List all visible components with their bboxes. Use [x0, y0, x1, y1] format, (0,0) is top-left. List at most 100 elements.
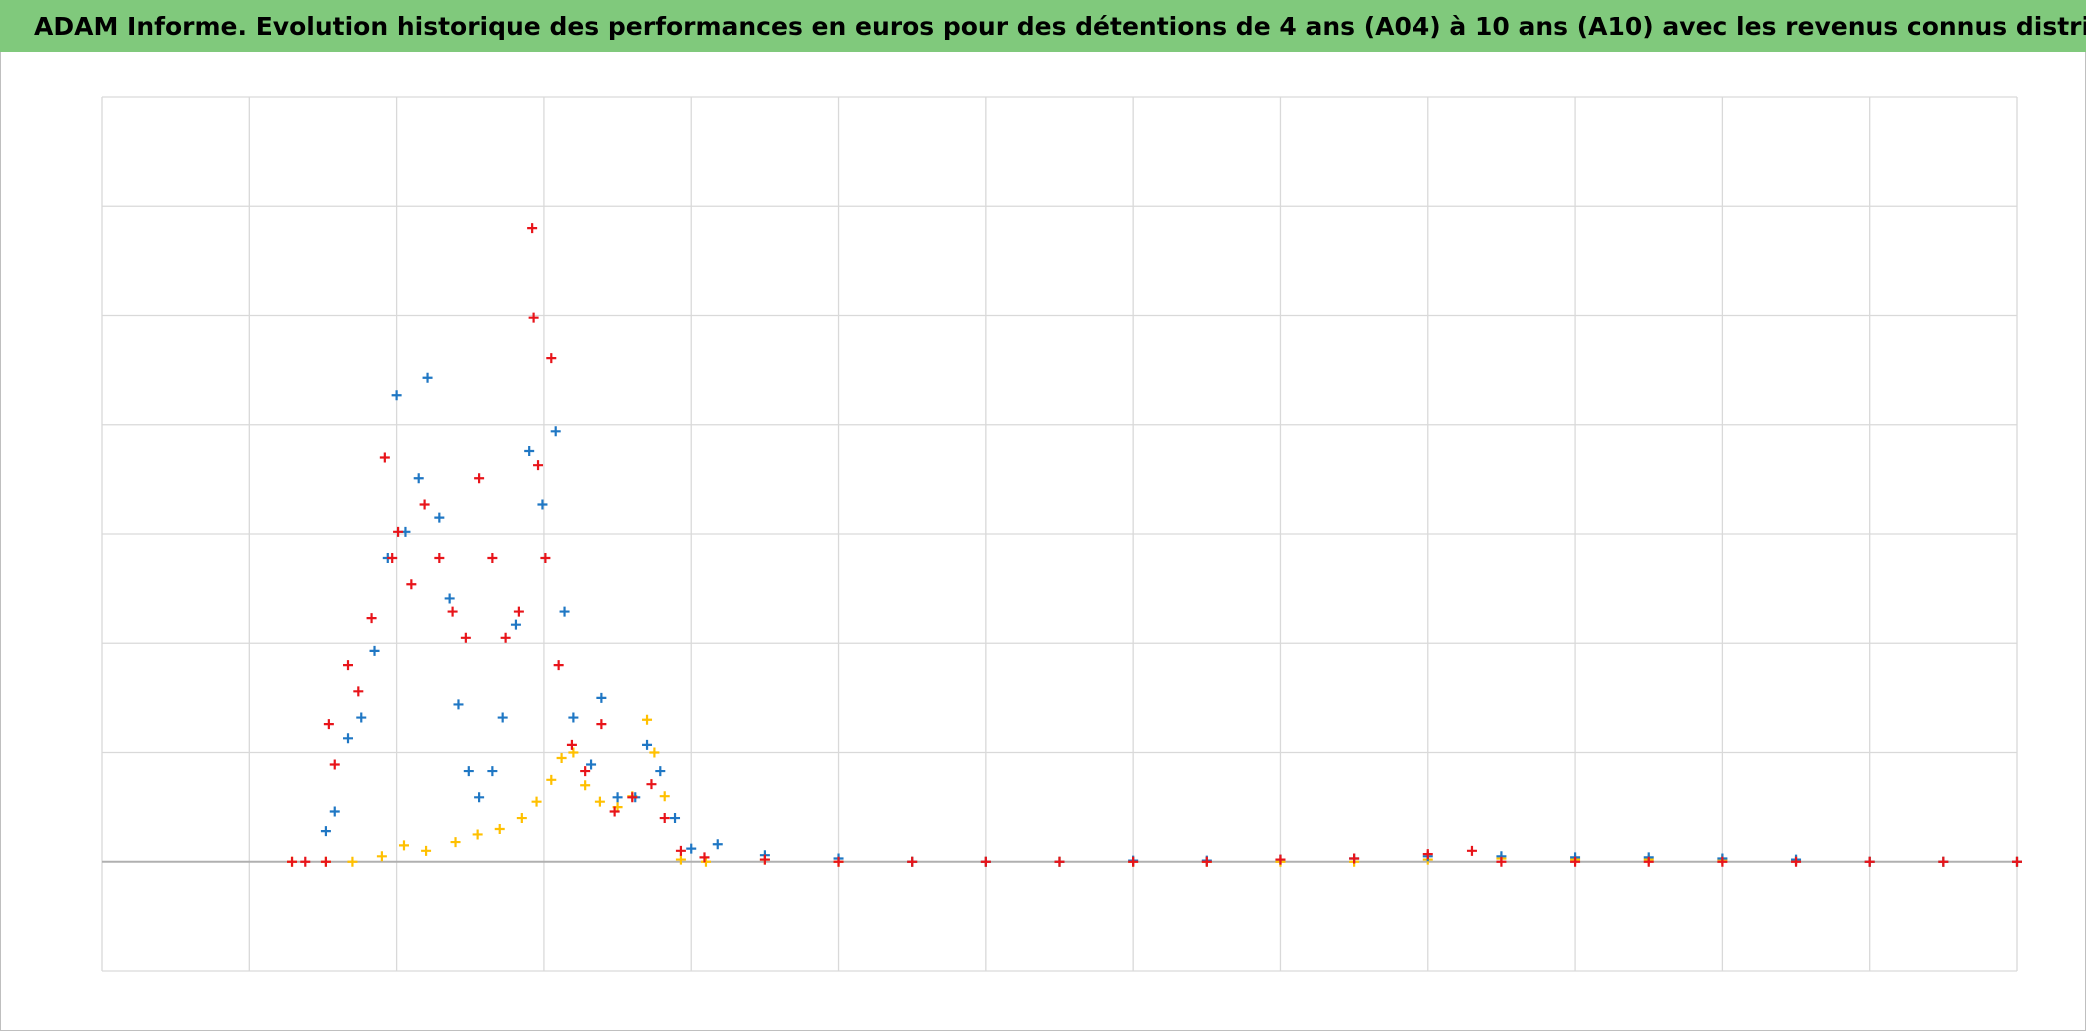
- point: [287, 856, 298, 867]
- point: [398, 840, 409, 851]
- point: [580, 780, 591, 791]
- point: [516, 813, 527, 824]
- point: [568, 712, 579, 723]
- point: [642, 714, 653, 725]
- point: [540, 553, 551, 564]
- chart-title: ADAM Informe. Evolution historique des p…: [34, 12, 2086, 41]
- point: [494, 823, 505, 834]
- point: [833, 856, 844, 867]
- point: [444, 593, 455, 604]
- title-bar: [0, 0, 2086, 52]
- point: [550, 426, 561, 437]
- point: [487, 766, 498, 777]
- point: [609, 806, 620, 817]
- point: [320, 856, 331, 867]
- point: [406, 579, 417, 590]
- point: [907, 856, 918, 867]
- point: [528, 312, 539, 323]
- point: [1570, 856, 1581, 867]
- point: [1717, 856, 1728, 867]
- point: [329, 759, 340, 770]
- point: [422, 372, 433, 383]
- point: [347, 856, 358, 867]
- point: [533, 460, 544, 471]
- point: [320, 826, 331, 837]
- point: [376, 851, 387, 862]
- point: [510, 619, 521, 630]
- point: [568, 747, 579, 758]
- point: [675, 845, 686, 856]
- point: [391, 390, 402, 401]
- point: [1791, 856, 1802, 867]
- point: [353, 686, 364, 697]
- point: [1275, 854, 1286, 865]
- point: [556, 752, 567, 763]
- point: [2012, 856, 2022, 867]
- point: [546, 774, 557, 785]
- point: [1496, 856, 1507, 867]
- point: [474, 792, 485, 803]
- point: [699, 852, 710, 863]
- point: [596, 692, 607, 703]
- point: [497, 712, 508, 723]
- point: [366, 613, 377, 624]
- point: [343, 660, 354, 671]
- point: [500, 632, 511, 643]
- point: [712, 839, 723, 850]
- point: [447, 606, 458, 617]
- point: [300, 856, 311, 867]
- marks: [287, 223, 2022, 867]
- point: [419, 499, 430, 510]
- point: [421, 845, 432, 856]
- point: [566, 739, 577, 750]
- point: [612, 792, 623, 803]
- point: [675, 854, 686, 865]
- point: [434, 553, 445, 564]
- point: [686, 843, 697, 854]
- point: [356, 712, 367, 723]
- point: [527, 223, 538, 234]
- point: [393, 526, 404, 537]
- point: [553, 660, 564, 671]
- point: [474, 473, 485, 484]
- point: [1128, 856, 1139, 867]
- point: [659, 791, 670, 802]
- point: [1643, 856, 1654, 867]
- point: [655, 766, 666, 777]
- point: [594, 796, 605, 807]
- point: [1422, 849, 1433, 860]
- point: [546, 353, 557, 364]
- point: [323, 719, 334, 730]
- point: [980, 856, 991, 867]
- point: [369, 645, 380, 656]
- point: [531, 796, 542, 807]
- point: [413, 473, 424, 484]
- point: [387, 553, 398, 564]
- point: [379, 452, 390, 463]
- point: [1201, 856, 1212, 867]
- point: [1349, 853, 1360, 864]
- point: [460, 632, 471, 643]
- point: [453, 699, 464, 710]
- point: [586, 759, 597, 770]
- point: [646, 779, 657, 790]
- point: [627, 792, 638, 803]
- point: [329, 806, 340, 817]
- point: [463, 766, 474, 777]
- point: [472, 829, 483, 840]
- point: [434, 512, 445, 523]
- point: [670, 813, 681, 824]
- point: [642, 739, 653, 750]
- point: [487, 553, 498, 564]
- point: [759, 854, 770, 865]
- point: [559, 606, 570, 617]
- point: [580, 766, 591, 777]
- point: [524, 445, 535, 456]
- point: [649, 747, 660, 758]
- grid: [101, 96, 2018, 972]
- point: [450, 837, 461, 848]
- point: [1938, 856, 1949, 867]
